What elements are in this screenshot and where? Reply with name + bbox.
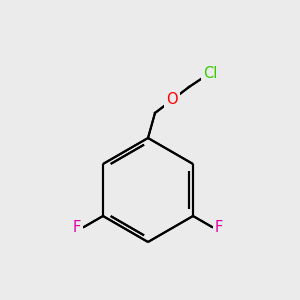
Text: O: O — [166, 92, 178, 107]
Text: F: F — [215, 220, 223, 235]
Text: F: F — [73, 220, 81, 235]
Text: Cl: Cl — [203, 65, 217, 80]
